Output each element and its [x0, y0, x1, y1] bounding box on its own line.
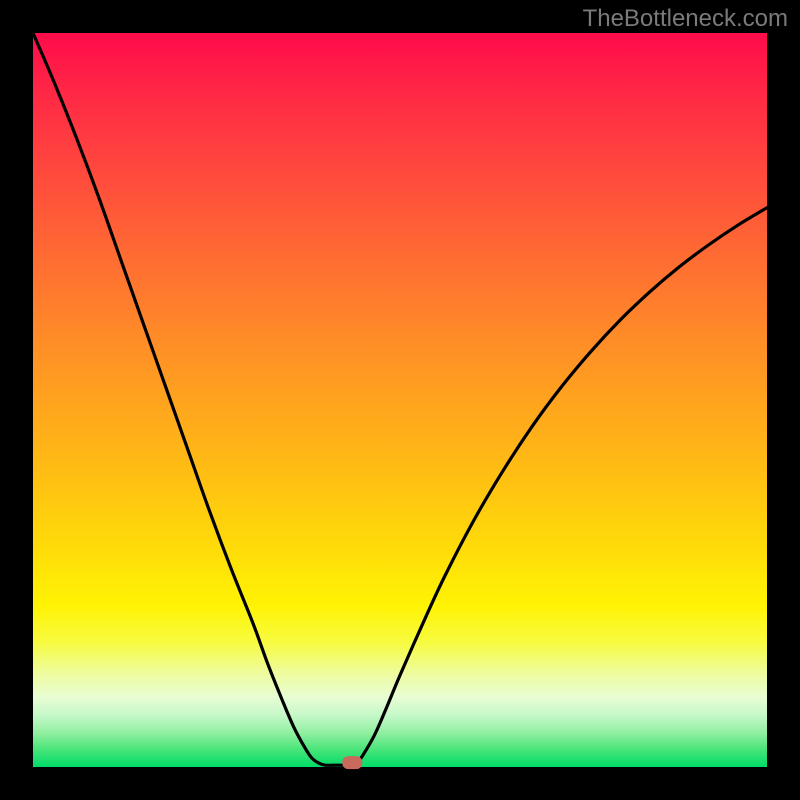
watermark-text: TheBottleneck.com: [583, 5, 788, 32]
bottleneck-chart: TheBottleneck.com: [0, 0, 800, 800]
optimum-marker: [342, 756, 362, 769]
plot-background: [33, 33, 767, 767]
